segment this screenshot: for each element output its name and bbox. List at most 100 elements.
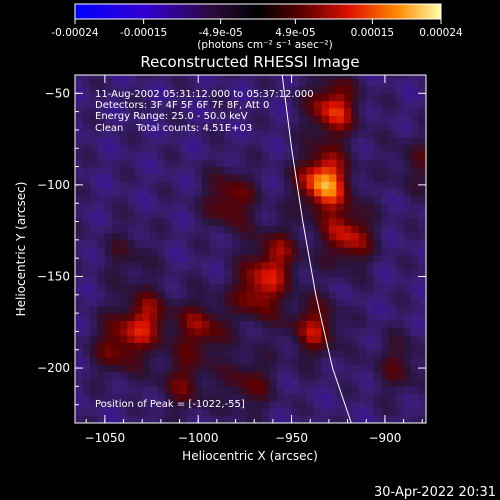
heatmap-cell [239,115,248,124]
heatmap-cell [269,283,278,292]
heatmap-cell [313,137,322,146]
heatmap-cell [231,261,240,270]
heatmap-cell [187,93,195,102]
x-tick-label: −1000 [178,431,219,445]
heatmap-cell [142,151,151,160]
heatmap-cell [276,188,285,197]
heatmap-cell [321,129,330,138]
heatmap-cell [246,408,255,417]
heatmap-cell [216,261,225,270]
heatmap-cell [239,371,248,380]
heatmap-cell [75,320,83,329]
heatmap-cell [373,342,382,351]
heatmap-cell [269,291,278,299]
heatmap-cell [336,298,345,307]
heatmap-cell [373,107,382,116]
heatmap-cell [254,335,263,343]
heatmap-cell [328,357,337,365]
heatmap-cell [284,408,293,417]
heatmap-cell [157,173,166,182]
heatmap-cell [306,276,315,285]
heatmap-cell [239,85,248,94]
heatmap-cell [172,203,181,212]
heatmap-cell [187,107,195,116]
heatmap-cell [306,75,315,80]
heatmap-cell [239,210,248,219]
heatmap-cell [112,217,121,226]
heatmap-cell [172,166,181,175]
heatmap-cell [89,371,98,380]
heatmap-cell [388,115,397,124]
heatmap-cell [134,320,143,329]
heatmap-cell [336,393,345,402]
heatmap-cell [276,115,285,124]
heatmap-cell [418,261,426,270]
heatmap-cell [321,357,330,365]
heatmap-cell [246,166,255,175]
heatmap-cell [149,188,158,197]
heatmap-cell [172,415,181,423]
heatmap-cell [313,364,322,373]
heatmap-cell [284,364,293,373]
heatmap-cell [127,239,136,248]
heatmap-cell [306,122,315,131]
heatmap-cell [216,195,225,204]
heatmap-cell [119,349,128,358]
heatmap-cell [89,217,98,226]
heatmap-cell [403,276,412,285]
heatmap-cell [358,159,367,168]
heatmap-cell [336,181,345,190]
heatmap-cell [306,188,315,197]
heatmap-cell [403,115,412,124]
heatmap-cell [164,298,173,307]
heatmap-cell [291,173,300,182]
heatmap-cell [396,386,405,395]
heatmap-cell [299,393,308,402]
heatmap-cell [231,195,240,204]
heatmap-cell [157,408,166,417]
heatmap-cell [321,203,330,212]
heatmap-cell [388,239,397,248]
heatmap-cell [104,276,113,285]
heatmap-cell [284,386,293,395]
heatmap-cell [179,75,188,80]
heatmap-cell [239,386,248,395]
heatmap-cell [381,269,390,277]
heatmap-cell [157,254,166,263]
heatmap-cell [388,173,397,182]
heatmap-cell [119,371,128,380]
heatmap-cell [97,173,106,182]
heatmap-cell [269,159,278,168]
heatmap-cell [142,188,151,197]
heatmap-cell [313,401,322,409]
heatmap-cell [112,232,121,241]
heatmap-cell [134,137,143,146]
heatmap-cell [164,122,173,131]
heatmap-cell [164,78,173,87]
heatmap-cell [306,401,315,409]
heatmap-cell [179,122,188,131]
heatmap-cell [373,298,382,307]
heatmap-cell [194,261,203,270]
heatmap-cell [276,166,285,175]
heatmap-cell [284,166,293,175]
heatmap-cell [343,75,352,80]
heatmap-cell [149,210,158,219]
heatmap-cell [231,144,240,153]
heatmap-cell [179,276,188,285]
heatmap-cell [246,78,255,87]
heatmap-cell [336,269,345,277]
heatmap-cell [411,210,420,219]
x-tick-label: −900 [368,431,401,445]
heatmap-cell [172,85,181,94]
heatmap-cell [411,371,420,380]
heatmap-cell [179,107,188,116]
heatmap-cell [104,415,113,423]
heatmap-cell [142,415,151,423]
heatmap-cell [381,159,390,168]
heatmap-cell [216,85,225,94]
heatmap-cell [142,78,151,87]
heatmap-cell [291,335,300,343]
heatmap-cell [179,151,188,160]
heatmap-cell [89,210,98,219]
